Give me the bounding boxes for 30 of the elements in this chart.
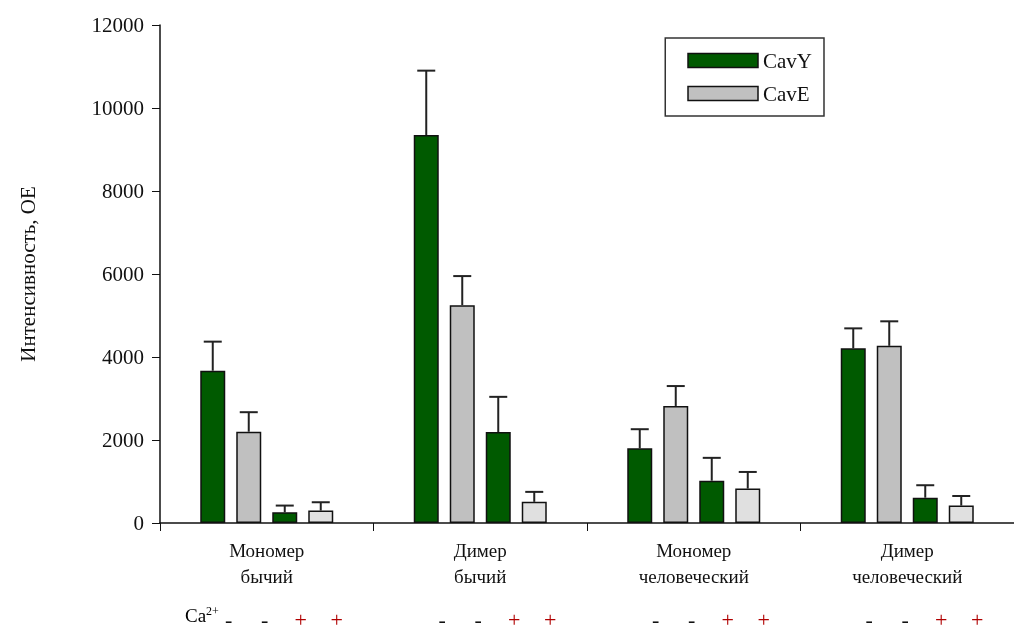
text: - <box>865 606 873 627</box>
y-tick-label: 4000 <box>102 345 144 369</box>
text: - <box>652 606 660 627</box>
text: - <box>438 606 446 627</box>
x-tick-label: Мономер бычий <box>229 539 305 587</box>
text: + <box>971 606 984 627</box>
text: + <box>757 606 770 627</box>
text: + <box>294 606 307 627</box>
text: + <box>935 606 948 627</box>
text: - <box>901 606 909 627</box>
y-tick-label: 6000 <box>102 262 144 286</box>
text: - <box>474 606 482 627</box>
y-axis-title: Интенсивность, ОЕ <box>15 186 40 362</box>
text: + <box>544 606 557 627</box>
x-tick-label: Димер бычий <box>453 539 507 587</box>
x-tick-label: Мономер человеческий <box>638 539 749 587</box>
text: + <box>721 606 734 627</box>
legend-label: CavE <box>763 81 810 106</box>
text: + <box>330 606 343 627</box>
y-tick-label: 10000 <box>91 96 144 120</box>
x-tick-label: Димер человеческий <box>852 539 963 587</box>
text: - <box>261 606 269 627</box>
y-tick-label: 12000 <box>91 13 144 37</box>
y-tick-label: 8000 <box>102 179 144 203</box>
legend-label: CavY <box>763 48 813 73</box>
text: + <box>508 606 521 627</box>
text: - <box>688 606 696 627</box>
y-tick-label: 2000 <box>102 428 144 452</box>
text: - <box>225 606 233 627</box>
y-tick-label: 0 <box>133 511 144 535</box>
